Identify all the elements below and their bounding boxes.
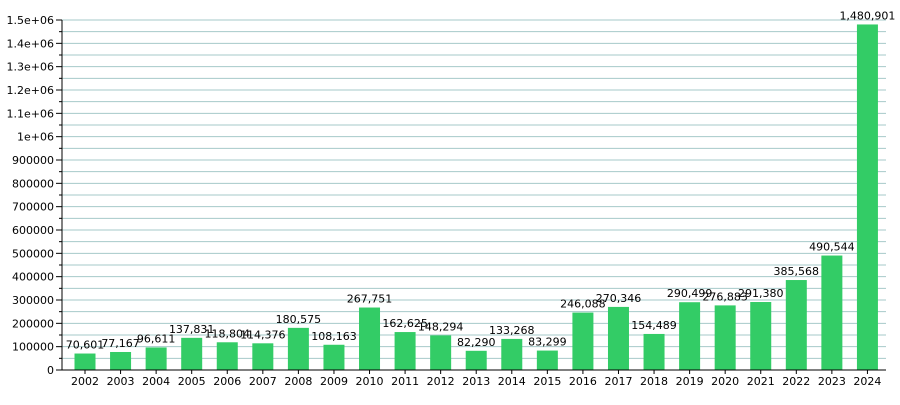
axes xyxy=(61,20,886,371)
bar xyxy=(74,353,96,370)
bar xyxy=(750,302,772,370)
x-tick-label: 2017 xyxy=(604,375,632,388)
y-tick-label: 500000 xyxy=(12,247,54,260)
bar-value-label: 267,751 xyxy=(347,293,393,306)
bar-value-label: 246,088 xyxy=(560,298,606,311)
x-tick-label: 2023 xyxy=(818,375,846,388)
bar-value-label: 270,346 xyxy=(596,292,642,305)
bar xyxy=(572,312,594,370)
bar-value-label: 490,544 xyxy=(809,241,855,254)
x-tick-label: 2006 xyxy=(213,375,241,388)
y-axis-ticks: 0 100000 200000 300000 400000 500000 600000 700… xyxy=(7,14,62,377)
y-tick-label: 1.5e+06 xyxy=(7,14,54,27)
x-tick-label: 2019 xyxy=(676,375,704,388)
bar xyxy=(216,342,238,370)
x-tick-label: 2018 xyxy=(640,375,668,388)
bar-value-label: 83,299 xyxy=(528,336,567,349)
bar xyxy=(679,302,701,370)
x-tick-label: 2011 xyxy=(391,375,419,388)
x-tick-label: 2022 xyxy=(782,375,810,388)
y-tick-label: 400000 xyxy=(12,271,54,284)
bar-value-label: 154,489 xyxy=(631,319,677,332)
bar xyxy=(465,350,487,370)
x-tick-label: 2004 xyxy=(142,375,170,388)
y-tick-label: 600000 xyxy=(12,224,54,237)
bar-value-label: 1,480,901 xyxy=(839,9,895,22)
y-tick-label: 300000 xyxy=(12,294,54,307)
bar xyxy=(110,351,132,370)
y-tick-label: 700000 xyxy=(12,201,54,214)
bar-value-label: 385,568 xyxy=(774,265,820,278)
x-tick-label: 2009 xyxy=(320,375,348,388)
bar xyxy=(501,338,523,370)
bar-value-label: 77,167 xyxy=(101,337,140,350)
x-tick-label: 2020 xyxy=(711,375,739,388)
y-tick-label: 0 xyxy=(47,364,54,377)
bar-value-label: 162,625 xyxy=(382,317,428,330)
y-tick-label: 100000 xyxy=(12,341,54,354)
x-tick-label: 2024 xyxy=(853,375,881,388)
x-tick-label: 2010 xyxy=(356,375,384,388)
x-tick-label: 2012 xyxy=(427,375,455,388)
bar-value-label: 118,804 xyxy=(205,327,251,340)
y-tick-label: 200000 xyxy=(12,317,54,330)
x-tick-label: 2021 xyxy=(747,375,775,388)
x-tick-label: 2016 xyxy=(569,375,597,388)
bar-value-label: 290,499 xyxy=(667,287,713,300)
x-tick-label: 2013 xyxy=(462,375,490,388)
bar xyxy=(359,307,381,370)
bar xyxy=(252,343,274,370)
bar xyxy=(145,347,167,370)
x-tick-label: 2007 xyxy=(249,375,277,388)
x-tick-label: 2002 xyxy=(71,375,99,388)
y-tick-label: 1.2e+06 xyxy=(7,84,54,97)
bar-value-label: 82,290 xyxy=(457,336,496,349)
bars xyxy=(74,24,878,371)
bar xyxy=(821,255,843,370)
x-tick-label: 2015 xyxy=(533,375,561,388)
bar xyxy=(607,306,629,370)
bar-value-label: 114,376 xyxy=(240,328,286,341)
bar xyxy=(394,332,416,370)
bar-value-label: 96,611 xyxy=(137,332,176,345)
y-tick-label: 1.3e+06 xyxy=(7,61,54,74)
x-tick-label: 2008 xyxy=(284,375,312,388)
bar xyxy=(430,335,452,370)
bar-value-label: 148,294 xyxy=(418,320,464,333)
x-tick-label: 2014 xyxy=(498,375,526,388)
y-tick-label: 800000 xyxy=(12,177,54,190)
bar-value-label: 137,831 xyxy=(169,323,215,336)
bar xyxy=(643,333,665,370)
bar xyxy=(536,350,558,370)
x-tick-label: 2005 xyxy=(178,375,206,388)
bar-value-label: 276,883 xyxy=(702,290,748,303)
bar xyxy=(181,337,203,370)
x-axis-ticks: 2002 2003 2004 2005 2006 2007 2008 2009 2010 2011… xyxy=(71,370,881,388)
y-tick-label: 1e+06 xyxy=(17,131,54,144)
bar xyxy=(714,305,736,370)
grid-lines xyxy=(62,19,886,359)
bar xyxy=(785,280,807,370)
bar-value-label: 70,601 xyxy=(66,339,105,352)
bar-value-label: 291,380 xyxy=(738,287,784,300)
bar-value-label: 108,163 xyxy=(311,330,357,343)
y-tick-label: 900000 xyxy=(12,154,54,167)
bar xyxy=(287,327,309,370)
bar-value-label: 180,575 xyxy=(276,313,322,326)
bar xyxy=(323,344,345,370)
y-tick-label: 1.4e+06 xyxy=(7,37,54,50)
x-tick-label: 2003 xyxy=(107,375,135,388)
y-tick-label: 1.1e+06 xyxy=(7,107,54,120)
bar-value-label: 133,268 xyxy=(489,324,535,337)
bar xyxy=(856,24,878,371)
